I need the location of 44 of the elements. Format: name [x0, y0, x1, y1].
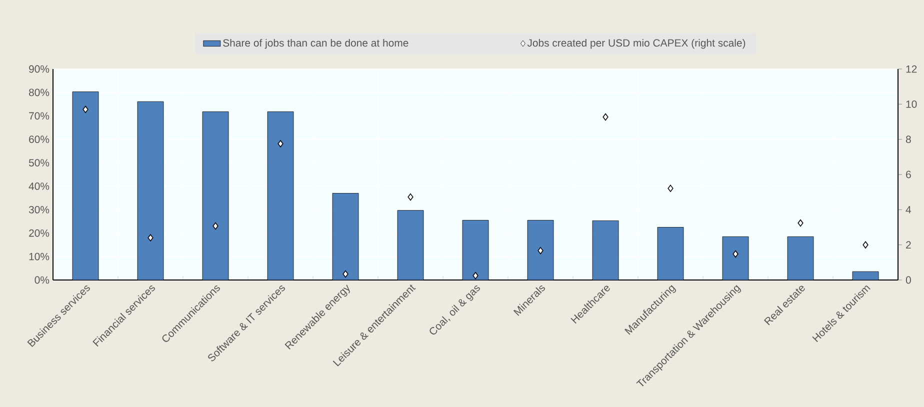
y-tick-label: 10%	[29, 252, 50, 260]
point	[342, 270, 348, 278]
y-tick-label: 50%	[28, 159, 50, 166]
y-tick-label: 60%	[29, 136, 50, 144]
y2-tick-label: 6	[906, 170, 911, 178]
y2-tick-label: 10	[906, 100, 917, 108]
y-tick-label: 70%	[29, 112, 50, 120]
point	[408, 193, 414, 201]
bar	[592, 220, 619, 280]
bar	[332, 193, 359, 280]
bar	[787, 236, 814, 280]
y2-tick-label: 0	[906, 276, 911, 284]
y-tick-label: 40%	[28, 182, 50, 190]
point	[278, 140, 284, 148]
bar	[657, 227, 684, 280]
point	[82, 106, 88, 114]
point	[668, 184, 674, 192]
point	[148, 234, 154, 242]
bar	[202, 111, 229, 280]
bar	[397, 210, 424, 280]
bar	[462, 220, 489, 280]
bar	[137, 101, 164, 280]
y2-tick-label: 2	[906, 241, 911, 248]
y2-tick-label: 12	[906, 65, 917, 73]
y2-tick-label: 8	[906, 136, 911, 144]
point	[538, 247, 544, 254]
legend-label: Share of jobs than can be done at home	[223, 38, 408, 49]
point	[472, 272, 478, 280]
point	[602, 113, 608, 121]
point	[798, 219, 804, 227]
bar	[527, 220, 554, 280]
bar	[267, 111, 294, 280]
y-tick-label: 0%	[34, 276, 50, 284]
y-tick-label: 90%	[29, 65, 50, 73]
point	[212, 222, 218, 230]
legend-label: Jobs created per USD mio CAPEX (right scale)	[527, 38, 746, 49]
y2-tick-label: 4	[906, 206, 912, 214]
bar	[72, 92, 99, 280]
bar	[722, 236, 749, 280]
y-tick-label: 30%	[28, 206, 50, 214]
point	[862, 241, 868, 248]
y-tick-label: 80%	[29, 88, 50, 96]
y-tick-label: 20%	[29, 229, 50, 237]
point	[732, 250, 738, 258]
